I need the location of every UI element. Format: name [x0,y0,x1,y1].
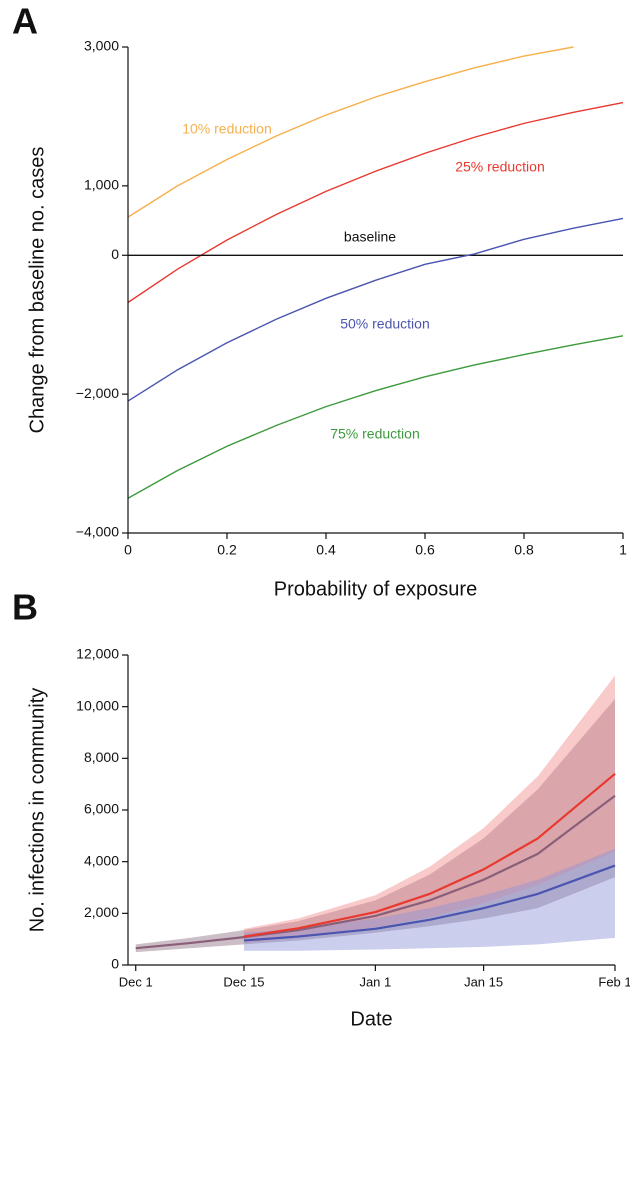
series-label: 25% reduction [455,159,545,175]
panel-letter: A [12,1,38,42]
x-tick-label: 0.4 [316,542,336,558]
x-axis-title: Date [350,1008,392,1030]
series-line [243,772,616,938]
y-tick-label: 12,000 [76,646,119,662]
y-tick-label: 1,000 [84,177,119,193]
y-tick-label: 3,000 [84,38,119,54]
x-tick-label: 0.2 [217,542,237,558]
x-tick-label: Jan 1 [359,974,391,989]
x-tick-label: Jan 15 [464,974,503,989]
series-line [243,864,616,942]
y-tick-label: 2,000 [84,904,119,920]
x-tick-label: Dec 1 [119,974,153,989]
panel-letter: B [12,587,38,628]
y-tick-label: 8,000 [84,749,119,765]
series-label: 75% reduction [330,426,420,442]
x-tick-label: 1 [619,542,627,558]
y-tick-label: 10,000 [76,697,119,713]
series-line [127,46,574,218]
series-line [135,794,616,950]
y-axis-title: Change from baseline no. cases [26,147,48,434]
x-tick-label: 0 [124,542,132,558]
y-tick-label: 6,000 [84,801,119,817]
confidence-band [243,675,615,944]
confidence-band [135,698,615,953]
x-tick-label: Dec 15 [223,974,264,989]
x-axis-title: Probability of exposure [274,578,477,600]
y-tick-label: −4,000 [76,524,119,540]
series-label: 50% reduction [340,316,430,332]
x-tick-label: Feb 1 [598,974,630,989]
x-tick-label: 0.8 [514,542,534,558]
y-tick-label: 0 [111,246,119,262]
series-line [127,101,624,304]
y-tick-label: 0 [111,956,119,972]
series-label: 10% reduction [182,121,272,137]
y-tick-label: 4,000 [84,852,119,868]
confidence-band [243,848,615,951]
x-tick-label: 0.6 [415,542,435,558]
y-axis-title: No. infections in community [26,688,48,933]
series-line [127,335,624,499]
y-tick-label: −2,000 [76,385,119,401]
series-line [127,217,624,402]
series-label: baseline [344,229,396,245]
